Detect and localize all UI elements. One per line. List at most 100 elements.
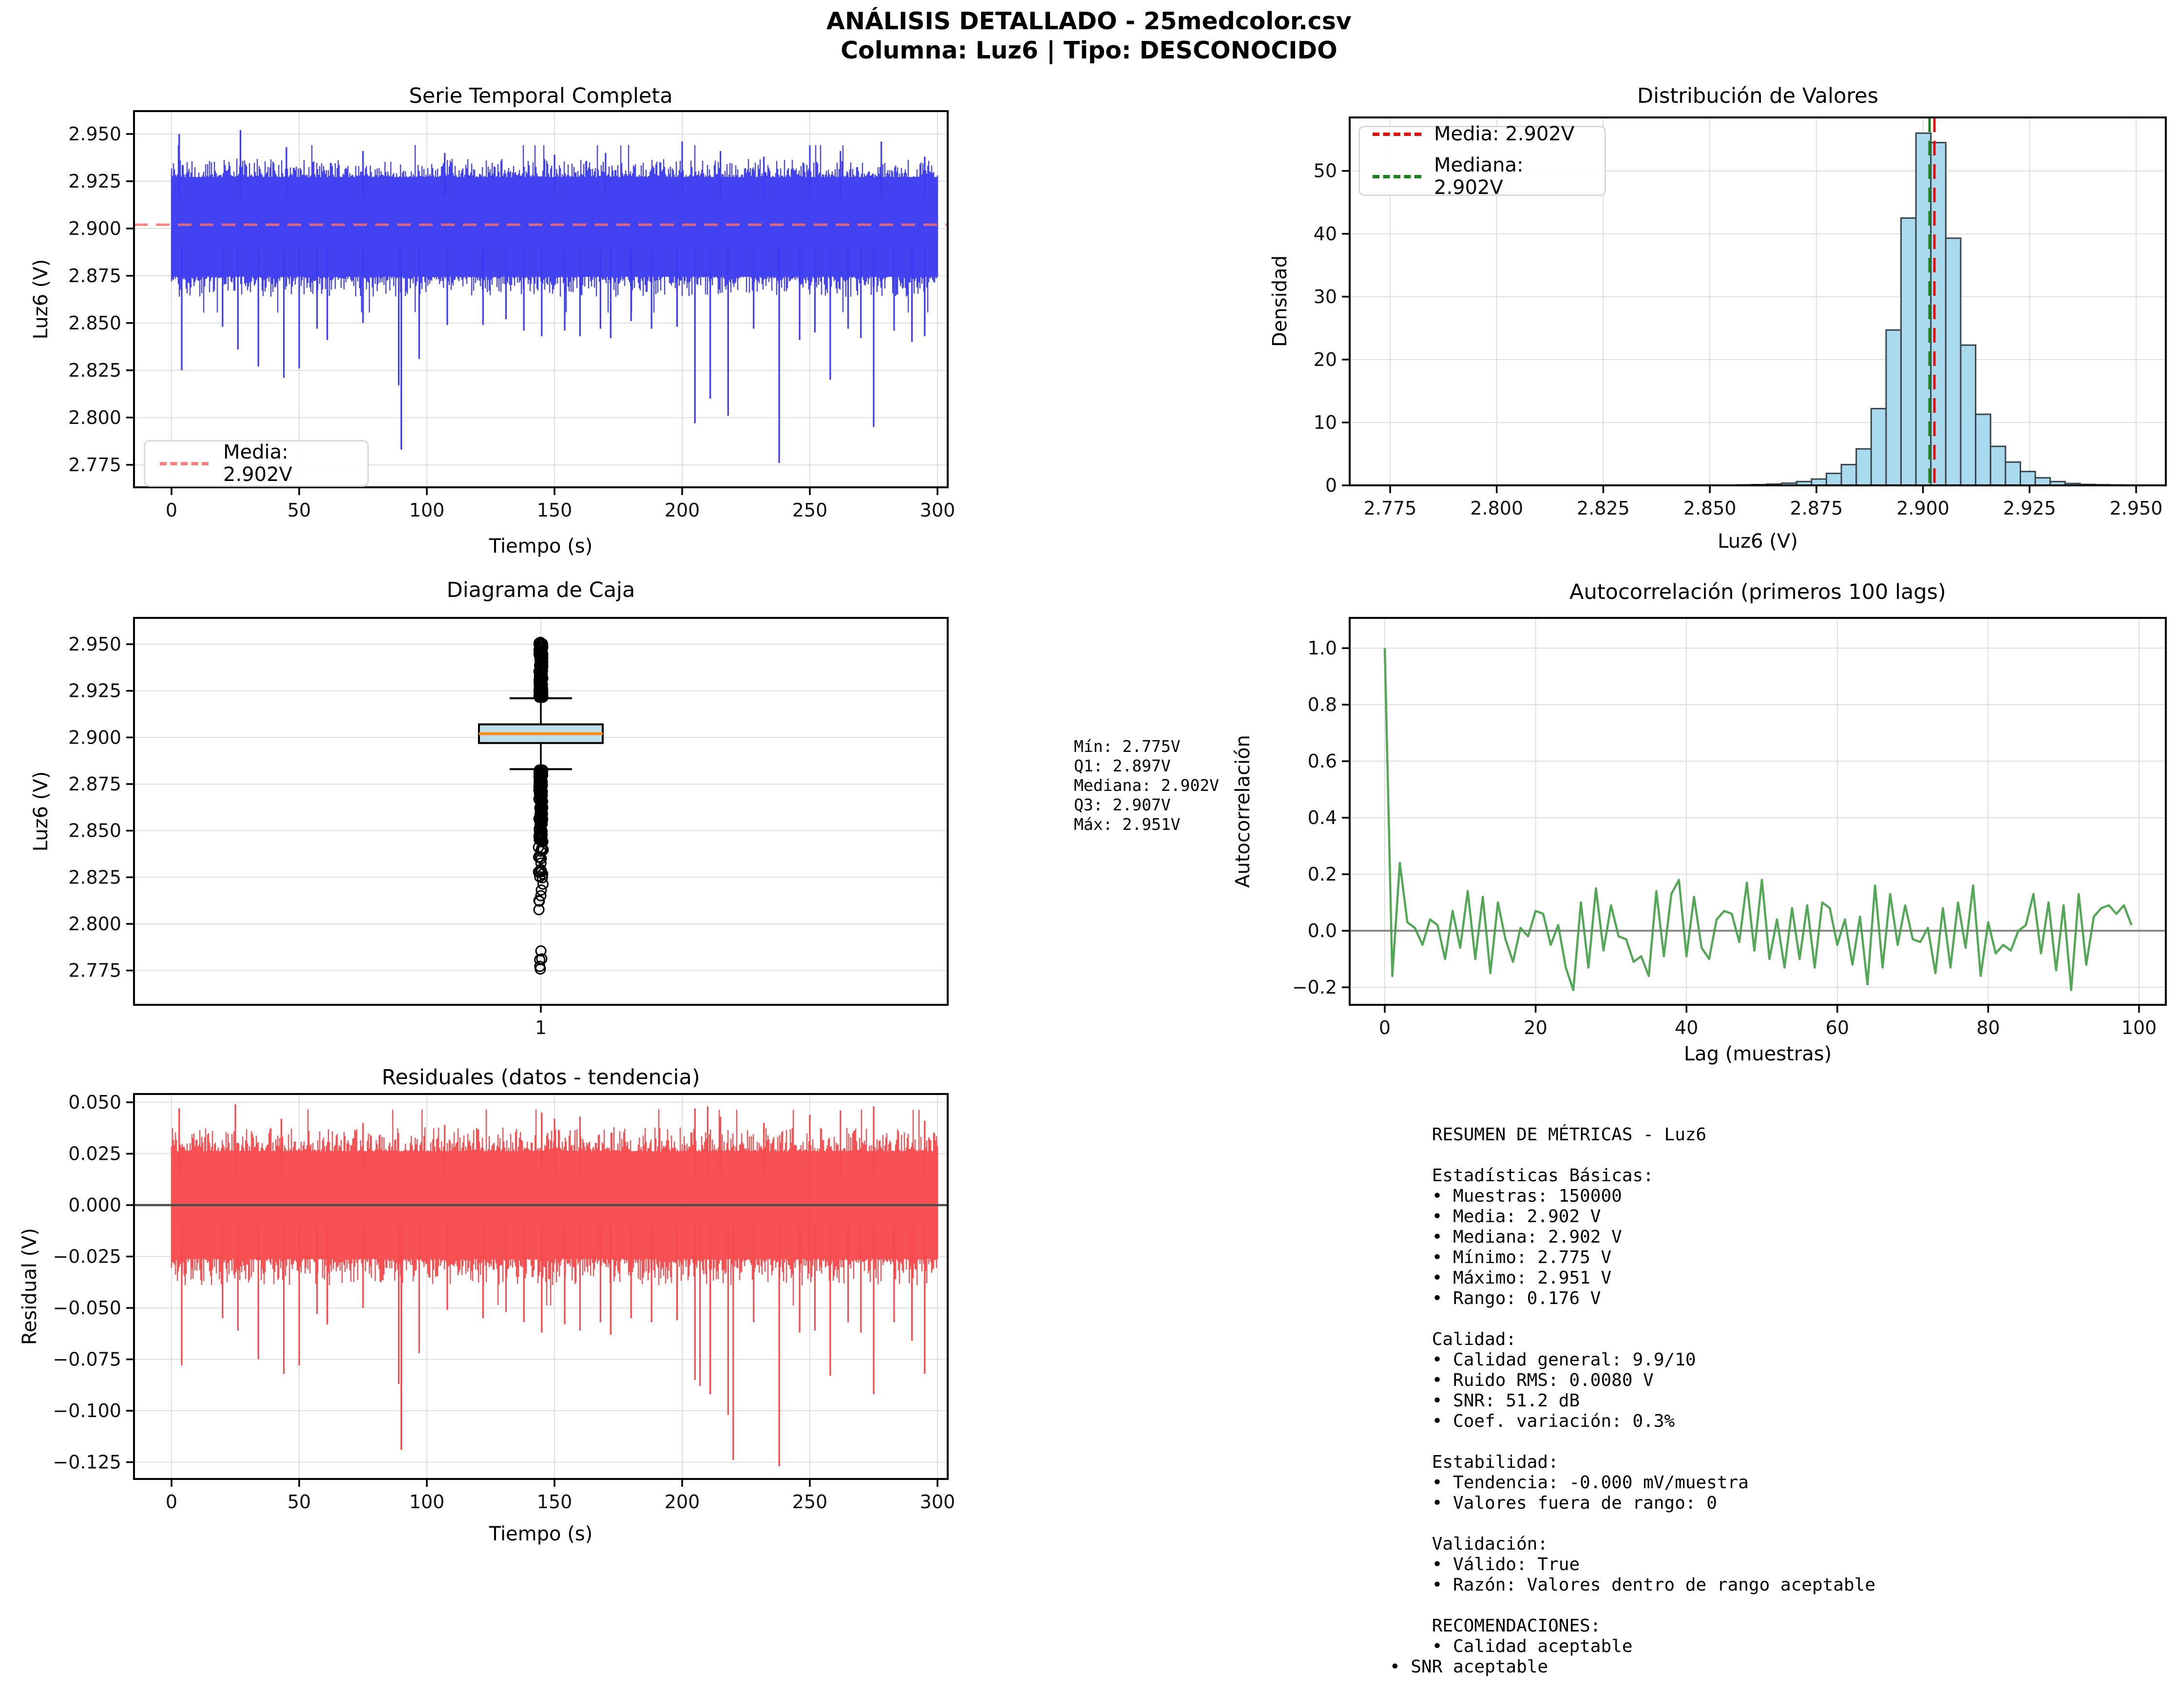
xlabel-serie: Tiempo (s) bbox=[489, 535, 593, 557]
y-tick-label: 0.4 bbox=[1308, 807, 1337, 828]
hist-bar bbox=[1870, 408, 1887, 486]
y-tick-label: 40 bbox=[1314, 223, 1337, 245]
acorr-frame: 0 20 40 60 80 100 −0.2 0.0 0.2 0.4 0.6 0.8 1.0 bbox=[1292, 617, 2167, 1038]
mediana-dash-swatch bbox=[1373, 174, 1421, 178]
y-tick-label: 2.800 bbox=[68, 913, 121, 935]
outlier-point bbox=[535, 769, 547, 781]
x-tick-label: 2.775 bbox=[1364, 498, 1417, 519]
ylabel-caja: Luz6 (V) bbox=[30, 771, 52, 852]
plot-border bbox=[133, 1093, 949, 1480]
legend-hist-mediana-label: Mediana: 2.902V bbox=[1434, 154, 1524, 199]
outlier-point bbox=[534, 652, 546, 664]
x-tick-label: 80 bbox=[1976, 1017, 2000, 1038]
plot-border bbox=[1349, 617, 2167, 1006]
y-tick-label: −0.2 bbox=[1292, 977, 1337, 998]
metrics-summary-text: RESUMEN DE MÉTRICAS - Luz6 Estadísticas … bbox=[1390, 1125, 1875, 1677]
y-tick-label: 0.000 bbox=[68, 1194, 121, 1216]
outlier-point bbox=[535, 845, 547, 857]
x-tick-label: 0 bbox=[1379, 1017, 1391, 1038]
outlier-point bbox=[533, 895, 545, 906]
y-tick-label: 0.8 bbox=[1308, 694, 1337, 715]
y-tick-label: 2.925 bbox=[68, 171, 121, 192]
y-tick-label: 2.950 bbox=[68, 633, 121, 655]
y-tick-label: −0.125 bbox=[53, 1452, 121, 1473]
y-tick-label: 2.950 bbox=[68, 123, 121, 145]
x-tick-label: 2.850 bbox=[1683, 498, 1737, 519]
x-tick-label: 200 bbox=[665, 1491, 700, 1513]
title-residuales: Residuales (datos - tendencia) bbox=[382, 1065, 700, 1090]
legend-hist-media-label: Media: 2.902V bbox=[1434, 123, 1575, 145]
x-tick-label: 100 bbox=[2121, 1017, 2157, 1038]
outlier-point bbox=[536, 796, 548, 807]
hist-bars bbox=[1736, 132, 2140, 486]
resid-frame: 0 50 100 150 200 250 300 −0.125 −0.100 −0.075 −0.0… bbox=[53, 1092, 955, 1513]
hist-bar bbox=[2019, 471, 2036, 486]
x-tick-label: 100 bbox=[409, 499, 445, 521]
y-tick-label: 0.025 bbox=[68, 1143, 121, 1165]
x-tick-label: 60 bbox=[1826, 1017, 1849, 1038]
ylabel-serie: Luz6 (V) bbox=[30, 259, 52, 340]
serie-frame: 0 50 100 150 200 250 300 2.775 2.800 2.825 2.850 2.… bbox=[68, 110, 955, 521]
xlabel-hist: Luz6 (V) bbox=[1718, 530, 1798, 553]
boxplot bbox=[478, 697, 604, 770]
outlier-point bbox=[533, 851, 544, 863]
y-tick-label: 2.800 bbox=[68, 407, 121, 428]
media-dash-swatch bbox=[1373, 132, 1421, 136]
y-tick-label: −0.075 bbox=[53, 1349, 121, 1370]
hist-bar bbox=[1975, 413, 1991, 486]
resid-data bbox=[171, 1104, 938, 1466]
outlier-point bbox=[535, 691, 546, 702]
hist-bar bbox=[1900, 217, 1917, 486]
title-diagrama-caja: Diagrama de Caja bbox=[446, 578, 635, 602]
y-tick-label: 2.825 bbox=[68, 360, 121, 381]
x-tick-label: 0 bbox=[166, 1491, 177, 1513]
y-tick-label: 2.775 bbox=[68, 960, 121, 981]
x-tick-label: 300 bbox=[920, 499, 955, 521]
hist-frame: 2.775 2.800 2.825 2.850 2.875 2.900 2.925 2.950… bbox=[1314, 116, 2167, 519]
outlier-point bbox=[535, 659, 547, 671]
y-tick-label: 2.825 bbox=[68, 866, 121, 888]
y-tick-label: 2.900 bbox=[68, 727, 121, 748]
hist-bar bbox=[1855, 448, 1872, 486]
y-tick-label: −0.025 bbox=[53, 1246, 121, 1267]
hist-bar bbox=[2005, 461, 2021, 486]
y-tick-label: 0.2 bbox=[1308, 864, 1337, 885]
y-tick-label: 0.6 bbox=[1308, 750, 1337, 772]
outlier-point bbox=[536, 679, 548, 691]
x-tick-label: 100 bbox=[409, 1491, 445, 1513]
y-tick-label: 0.0 bbox=[1308, 920, 1337, 941]
x-tick-label: 1 bbox=[535, 1017, 547, 1038]
x-tick-label: 50 bbox=[287, 1491, 311, 1513]
outlier-point bbox=[535, 884, 547, 896]
ylabel-hist: Densidad bbox=[1269, 255, 1291, 347]
x-tick-label: 250 bbox=[792, 499, 828, 521]
legend-hist-media-row: Media: 2.902V bbox=[1373, 123, 1592, 145]
y-tick-label: −0.050 bbox=[53, 1297, 121, 1319]
plot-border bbox=[1349, 116, 2167, 486]
x-tick-label: 200 bbox=[665, 499, 700, 521]
y-tick-label: 2.875 bbox=[68, 265, 121, 287]
plot-border bbox=[133, 617, 949, 1006]
legend-hist-mediana-row: Mediana: 2.902V bbox=[1373, 154, 1592, 199]
y-tick-label: 2.775 bbox=[68, 454, 121, 476]
y-tick-label: −0.100 bbox=[53, 1400, 121, 1421]
x-tick-label: 2.800 bbox=[1470, 498, 1523, 519]
y-tick-label: 2.875 bbox=[68, 773, 121, 795]
x-tick-label: 40 bbox=[1675, 1017, 1698, 1038]
outliers bbox=[533, 636, 549, 975]
outlier-point bbox=[535, 794, 547, 806]
outlier-point bbox=[534, 776, 546, 788]
outlier-point bbox=[535, 671, 547, 682]
hist-bar bbox=[1885, 329, 1902, 486]
serie-data bbox=[171, 130, 938, 463]
ylabel-acorr: Autocorrelación bbox=[1232, 735, 1254, 888]
outlier-point bbox=[536, 808, 548, 820]
y-tick-label: 1.0 bbox=[1308, 637, 1337, 659]
x-tick-label: 300 bbox=[920, 1491, 955, 1513]
y-tick-label: 50 bbox=[1314, 160, 1337, 182]
outlier-point bbox=[535, 801, 547, 813]
legend-serie: Media: 2.902V bbox=[144, 440, 369, 487]
outlier-point bbox=[535, 890, 547, 902]
